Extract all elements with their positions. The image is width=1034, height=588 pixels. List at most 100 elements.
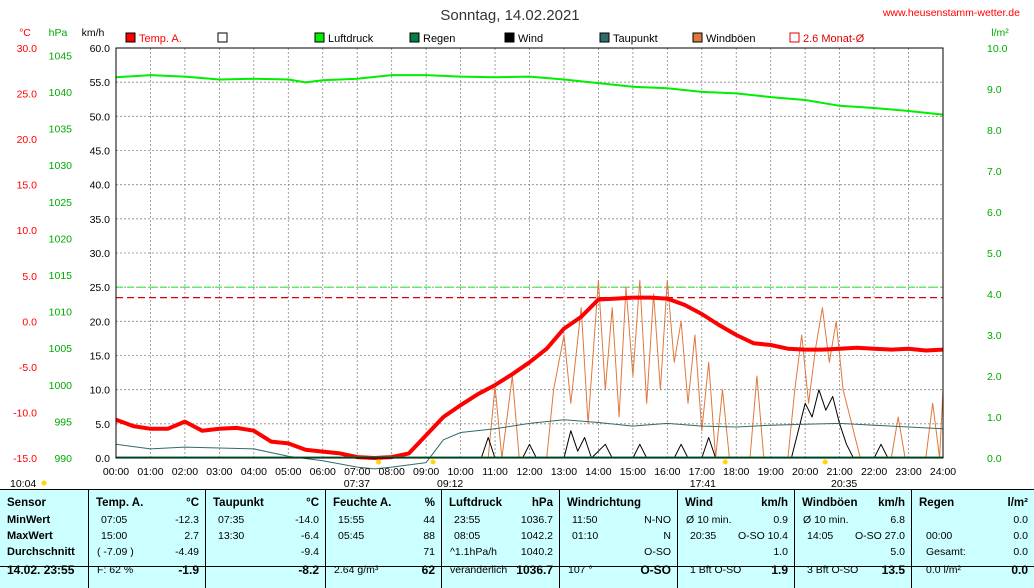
rain-tick-label: 9.0 [987, 84, 1002, 96]
luftdruck-max-val: 1042.2 [520, 530, 553, 542]
plot-frame [115, 47, 944, 459]
x-marker-label: 10:04 [10, 478, 36, 489]
x-tick-label: 23:00 [895, 466, 921, 478]
regen-title: Regen [919, 497, 955, 509]
x-tick-label: 05:00 [275, 466, 301, 478]
windrichtung-now-extra: 107 ° [568, 564, 593, 576]
grid [116, 48, 943, 458]
regen-max-val: 0.0 [1013, 514, 1028, 526]
site-link[interactable]: www.heusenstamm-wetter.de [882, 7, 1020, 19]
reference-lines [116, 286, 943, 299]
row-divider [0, 566, 1034, 567]
label-max: MaxWert [7, 530, 53, 542]
wind-tick-label: 25.0 [90, 282, 111, 294]
feuchte-title: Feuchte A. [333, 497, 392, 509]
windboeen-title: Windböen [802, 497, 858, 509]
x-tick-label: 22:00 [861, 466, 887, 478]
legend-label: Regen [423, 33, 455, 45]
windrichtung-max-time: 01:10 [572, 530, 599, 542]
rain-tick-label: 7.0 [987, 166, 1002, 178]
windboeen-avg-val: 5.0 [890, 546, 905, 558]
feuchte-min-time: 15:55 [338, 514, 365, 526]
temp-max-time: 15:00 [101, 530, 128, 542]
x-marker-label: 07:37 [344, 478, 370, 489]
temp-tick-label: 10.0 [17, 225, 38, 237]
pressure-tick-label: 1000 [49, 380, 73, 392]
windboeen-min-extra: Ø 10 min. [803, 514, 849, 526]
windboeen-max-dir: O-SO [855, 530, 882, 542]
taupunkt-max-time: 13:30 [218, 530, 245, 542]
x-tick-label: 01:00 [137, 466, 163, 478]
wind-unit-label: km/h [82, 27, 105, 39]
luftdruck-min-val: 1036.7 [520, 514, 553, 526]
regen-min-val: 0.0 [1013, 530, 1028, 542]
x-tick-label: 06:00 [310, 466, 336, 478]
temp-avg-extra: ( -7.09 ) [97, 546, 134, 558]
legend-swatch [692, 32, 703, 43]
temp-min-val: -12.3 [175, 514, 199, 526]
pressure-tick-label: 1030 [49, 160, 73, 172]
pressure-tick-label: 1020 [49, 233, 73, 245]
rain-tick-label: 8.0 [987, 125, 1002, 137]
rain-tick-label: 0.0 [987, 453, 1002, 465]
x-tick-label: 02:00 [172, 466, 198, 478]
temp-tick-label: 20.0 [17, 134, 38, 146]
axis-ticks: 30.0 25.0 20.0 15.0 10.0 5.0 0.0 -5.0 -10.0 -15.0… [10, 43, 1008, 489]
x-marker-label: 20:35 [831, 478, 857, 489]
x-tick-label: 12:00 [516, 466, 542, 478]
pressure-tick-label: 995 [54, 416, 72, 428]
temp-title: Temp. A. [96, 497, 144, 509]
x-marker-dot [376, 459, 382, 465]
taupunkt-min-val: -14.0 [295, 514, 319, 526]
x-marker-label: 09:12 [437, 478, 463, 489]
wind-max-dir: O-SO [738, 530, 765, 542]
regen-now-extra: 0.0 l/m² [926, 564, 962, 576]
x-marker-dot [822, 459, 828, 465]
x-tick-label: 20:00 [792, 466, 818, 478]
pressure-tick-label: 1015 [49, 270, 73, 282]
windrichtung-min-val: N-NO [644, 514, 671, 526]
stats-table: Sensor MinWert MaxWert Durchschnitt 14.0… [0, 489, 1034, 588]
col-windboeen: Windböen km/h Ø 10 min. 6.8 14:05 O-SO 2… [794, 490, 911, 588]
wind-tick-label: 5.0 [95, 419, 110, 431]
rain-tick-label: 3.0 [987, 330, 1002, 342]
x-tick-label: 18:00 [723, 466, 749, 478]
rain-tick-label: 10.0 [987, 43, 1008, 55]
x-tick-label: 16:00 [654, 466, 680, 478]
legend-swatch [217, 32, 228, 43]
pressure-unit-label: hPa [49, 27, 68, 39]
x-tick-label: 03:00 [206, 466, 232, 478]
rain-tick-label: 2.0 [987, 371, 1002, 383]
rain-tick-label: 5.0 [987, 248, 1002, 260]
feuchte-min-val: 44 [423, 514, 435, 526]
x-marker-dot [41, 480, 47, 486]
temp-now-extra: F: 62 % [97, 564, 134, 576]
wind-unit: km/h [761, 497, 788, 509]
luftdruck-avg-val: 1040.2 [520, 546, 553, 558]
sensor-header: Sensor [7, 497, 46, 509]
regen-avg-extra: Gesamt: [926, 546, 966, 558]
legend-swatch [599, 32, 610, 43]
x-marker-label: 17:41 [690, 478, 716, 489]
col-temp: Temp. A. °C 07:05 -12.3 15:00 2.7 ( -7.0… [88, 490, 205, 588]
taupunkt-max-val: -6.4 [300, 530, 319, 542]
x-tick-label: 13:00 [551, 466, 577, 478]
temp-max-val: 2.7 [184, 530, 199, 542]
weather-chart: Sonntag, 14.02.2021 www.heusenstamm-wett… [10, 7, 1020, 489]
x-tick-label: 10:00 [447, 466, 473, 478]
label-avg: Durchschnitt [7, 546, 75, 558]
wind-tick-label: 55.0 [90, 77, 111, 89]
wind-avg-val: 1.0 [773, 546, 788, 558]
wind-tick-label: 40.0 [90, 180, 111, 192]
wind-tick-label: 20.0 [90, 316, 111, 328]
series-line-windb-en [116, 279, 944, 459]
col-taupunkt: Taupunkt °C 07:35 -14.0 13:30 -6.4 -9.4 … [205, 490, 325, 588]
luftdruck-max-time: 08:05 [454, 530, 481, 542]
x-tick-label: 19:00 [758, 466, 784, 478]
x-tick-label: 09:00 [413, 466, 439, 478]
temp-unit: °C [186, 497, 199, 509]
chart-title: Sonntag, 14.02.2021 [440, 7, 579, 24]
x-tick-label: 08:00 [379, 466, 405, 478]
pressure-tick-label: 990 [54, 453, 72, 465]
temp-min-time: 07:05 [101, 514, 128, 526]
